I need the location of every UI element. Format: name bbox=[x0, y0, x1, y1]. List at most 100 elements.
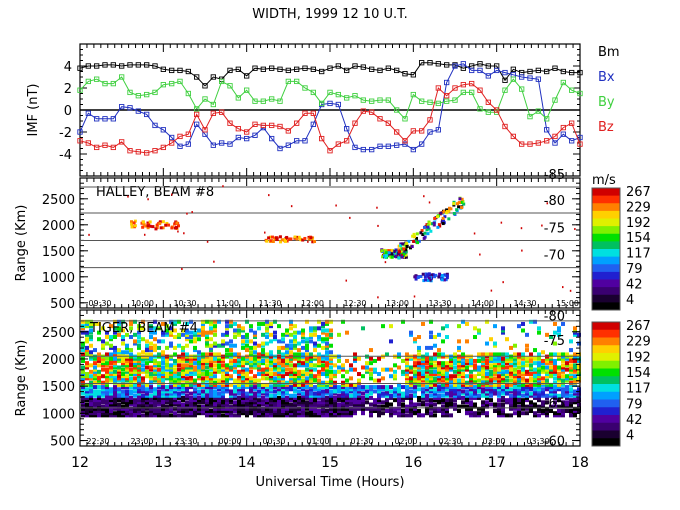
echo-cell bbox=[165, 367, 169, 372]
imf-point-bz bbox=[177, 133, 183, 140]
echo-cell bbox=[561, 321, 565, 326]
echo-cell bbox=[373, 406, 377, 411]
echo-cell bbox=[513, 363, 517, 368]
echo-cell bbox=[461, 365, 465, 370]
echo-cell bbox=[145, 348, 149, 353]
echo-cell bbox=[153, 389, 157, 394]
echo-cell bbox=[281, 369, 285, 374]
echo-cell bbox=[437, 400, 441, 405]
echo-cell bbox=[329, 411, 333, 416]
echo-cell bbox=[458, 197, 462, 201]
echo-cell bbox=[177, 363, 181, 368]
echo-cell bbox=[481, 382, 485, 387]
echo-cell bbox=[284, 239, 288, 243]
echo-cell bbox=[417, 395, 421, 400]
echo-cell bbox=[177, 409, 181, 414]
colorbar-tick-label: 267 bbox=[626, 185, 651, 200]
imf-point-bm bbox=[502, 77, 508, 83]
echo-cell bbox=[149, 356, 153, 361]
colorbar-segment bbox=[592, 188, 620, 193]
echo-cell bbox=[325, 361, 329, 366]
echo-cell bbox=[329, 369, 333, 374]
echo-cell bbox=[209, 352, 213, 357]
echo-cell bbox=[185, 328, 189, 333]
echo-cell bbox=[341, 395, 345, 400]
echo-cell bbox=[301, 363, 305, 368]
echo-cell bbox=[573, 395, 577, 400]
echo-cell bbox=[97, 402, 101, 407]
echo-cell bbox=[189, 372, 193, 377]
echo-cell bbox=[565, 387, 569, 392]
echo-cell bbox=[88, 233, 90, 236]
echo-cell bbox=[329, 358, 333, 363]
echo-cell bbox=[537, 363, 541, 368]
imf-point-bz bbox=[435, 85, 441, 91]
echo-cell bbox=[189, 391, 193, 396]
echo-cell bbox=[317, 378, 321, 383]
echo-cell bbox=[565, 404, 569, 409]
echo-cell bbox=[325, 365, 329, 370]
echo-cell bbox=[241, 376, 245, 381]
echo-cell bbox=[301, 400, 305, 405]
echo-cell bbox=[229, 376, 233, 381]
echo-cell bbox=[113, 411, 117, 416]
echo-cell bbox=[441, 374, 445, 379]
imf-series-by bbox=[79, 76, 581, 120]
echo-cell bbox=[429, 356, 433, 361]
echo-cell bbox=[137, 358, 141, 363]
imf-point-by bbox=[277, 98, 283, 104]
echo-cell bbox=[565, 402, 569, 407]
echo-cell bbox=[537, 356, 541, 361]
echo-cell bbox=[181, 367, 185, 372]
imf-point-bz bbox=[227, 120, 233, 126]
echo-cell bbox=[481, 400, 485, 405]
echo-cell bbox=[485, 404, 489, 409]
echo-cell bbox=[181, 365, 185, 370]
imf-point-by bbox=[210, 101, 216, 108]
echo-cell bbox=[177, 374, 181, 379]
echo-cell bbox=[357, 404, 361, 409]
echo-cell bbox=[505, 358, 509, 363]
echo-cell bbox=[509, 395, 513, 400]
echo-cell bbox=[209, 411, 213, 416]
echo-cell bbox=[537, 409, 541, 414]
imf-point-by bbox=[410, 91, 416, 98]
echo-cell bbox=[201, 389, 205, 394]
echo-cell bbox=[253, 350, 257, 355]
echo-cell bbox=[399, 244, 403, 248]
echo-cell bbox=[481, 402, 485, 407]
echo-cell bbox=[265, 406, 269, 411]
echo-cell bbox=[213, 358, 217, 363]
echo-cell bbox=[313, 341, 317, 346]
range-ytick-label: 1500 bbox=[42, 245, 75, 260]
imf-point-by bbox=[435, 100, 441, 107]
mlt-tick-label: 10:00 bbox=[131, 299, 154, 308]
echo-cell bbox=[245, 367, 249, 372]
echo-cell bbox=[299, 238, 303, 242]
echo-cell bbox=[489, 389, 493, 394]
echo-cell bbox=[325, 356, 329, 361]
imf-point-by bbox=[360, 97, 366, 103]
echo-cell bbox=[81, 352, 85, 357]
echo-cell bbox=[437, 376, 441, 381]
echo-cell bbox=[389, 411, 393, 416]
imf-point-bx bbox=[410, 146, 416, 153]
echo-cell bbox=[457, 358, 461, 363]
echo-cell bbox=[569, 409, 573, 414]
echo-cell bbox=[457, 324, 461, 329]
echo-cell bbox=[441, 275, 445, 279]
echo-cell bbox=[445, 382, 449, 387]
echo-cell bbox=[169, 341, 173, 346]
echo-cell bbox=[177, 406, 181, 411]
chart-title: WIDTH, 1999 12 10 U.T. bbox=[252, 7, 407, 22]
echo-cell bbox=[273, 358, 277, 363]
echo-cell bbox=[525, 404, 529, 409]
echo-cell bbox=[165, 221, 169, 225]
echo-cell bbox=[469, 369, 473, 374]
echo-cell bbox=[325, 374, 329, 379]
echo-cell bbox=[385, 409, 389, 414]
echo-cell bbox=[205, 411, 209, 416]
echo-cell bbox=[373, 378, 377, 383]
imf-point-bx bbox=[119, 104, 125, 110]
echo-cell bbox=[333, 409, 337, 414]
